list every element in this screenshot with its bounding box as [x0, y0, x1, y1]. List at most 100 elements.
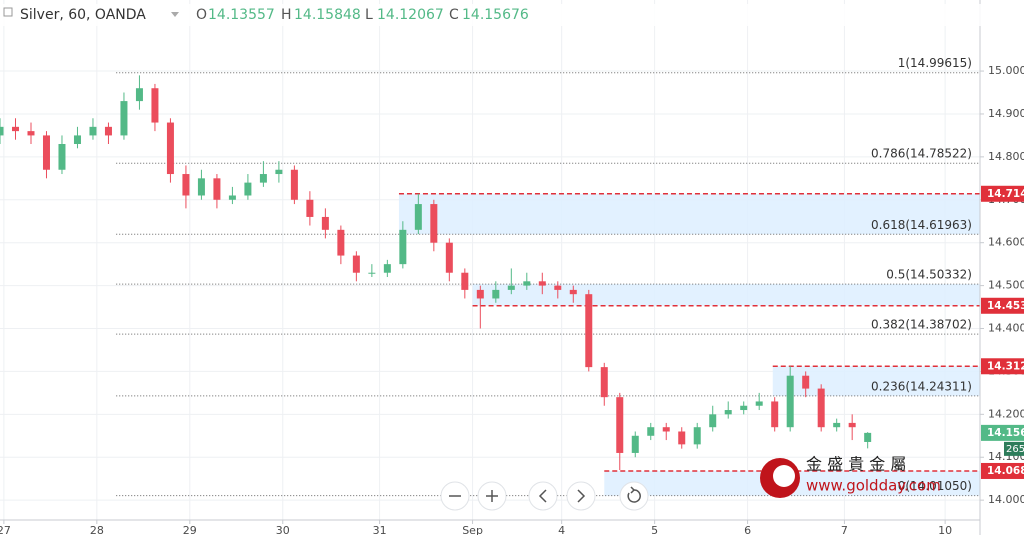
- level-badge-label: 14.453: [987, 300, 1024, 312]
- candle-body: [228, 195, 236, 200]
- x-tick-label: 29: [183, 524, 197, 535]
- y-tick-label: 14.600: [988, 236, 1024, 249]
- candle-body: [182, 174, 190, 196]
- candle-body: [538, 281, 546, 286]
- ohlc-value: 14.15848: [294, 7, 361, 23]
- candle-body: [120, 101, 128, 136]
- x-tick-label: Sep: [462, 524, 483, 535]
- watermark-url: www.goldday.com: [806, 477, 941, 495]
- watermark: 金 盛 貴 金 屬 www.goldday.com: [760, 455, 941, 498]
- level-badge: [981, 462, 1024, 479]
- ohlc-key: H: [281, 7, 292, 23]
- candle-body: [414, 204, 422, 230]
- logo-inner: [773, 465, 795, 487]
- zoom-in-button[interactable]: [477, 481, 507, 511]
- watermark-name: 金 盛 貴 金 屬: [806, 455, 906, 474]
- candle-body: [833, 422, 841, 428]
- candle-body: [321, 216, 329, 230]
- y-tick-label: 14.200: [988, 407, 1024, 420]
- candle-body: [259, 174, 267, 183]
- candle-body: [786, 375, 794, 428]
- ohlc-key: O: [196, 7, 207, 23]
- candle-body: [58, 144, 66, 170]
- candle-body: [740, 405, 748, 411]
- reset-button[interactable]: [619, 481, 649, 511]
- candle-body: [290, 169, 298, 200]
- fib-label: 0.618(14.61963): [871, 218, 972, 232]
- fib-levels: 1(14.99615) 0.786(14.78522) 0.618(14.61963…: [116, 56, 980, 497]
- ohlc-key: L: [365, 7, 373, 23]
- candle-body: [275, 169, 283, 175]
- level-badge-label: 14.312: [987, 360, 1024, 372]
- y-tick-label: 14.900: [988, 107, 1024, 120]
- candle-body: [724, 410, 732, 415]
- zone: [398, 193, 981, 235]
- candle-body: [27, 131, 35, 136]
- x-tick-label: 31: [373, 524, 387, 535]
- x-tick-label: 10: [938, 524, 952, 535]
- candle-body: [817, 388, 825, 428]
- candle-body: [709, 414, 717, 428]
- candle-body: [662, 427, 670, 432]
- candle-body: [554, 285, 562, 290]
- x-tick-label: 28: [90, 524, 104, 535]
- symbol: Silver, 60, OANDA: [20, 7, 146, 23]
- collapse-icon[interactable]: [3, 7, 13, 17]
- candle-body: [476, 289, 484, 299]
- candle-body: [848, 422, 856, 428]
- toolbar: [440, 481, 649, 511]
- x-tick-label: 30: [276, 524, 290, 535]
- candle-body: [213, 178, 221, 200]
- x-tick-label: 6: [744, 524, 751, 535]
- candle-body: [693, 427, 701, 445]
- candle-body: [585, 294, 593, 368]
- candle-body: [492, 289, 500, 299]
- ohlc-value: 14.12067: [377, 7, 444, 23]
- zoom-out-button[interactable]: [440, 481, 470, 511]
- scroll-right-button[interactable]: [566, 481, 596, 511]
- candle-body: [647, 427, 655, 436]
- candle-body: [104, 126, 112, 136]
- x-tick-label: 4: [558, 524, 565, 535]
- ohlc-value: 14.13557: [208, 7, 275, 23]
- fib-label: 0(14.01050): [898, 479, 972, 493]
- candle-body: [244, 182, 252, 196]
- level-badge: [981, 358, 1024, 375]
- candle-body: [616, 397, 624, 453]
- candle-body: [864, 432, 872, 442]
- candle-body: [166, 122, 174, 175]
- last-price-badge: [981, 424, 1024, 441]
- candle-body: [430, 204, 438, 243]
- candle-body: [399, 229, 407, 265]
- candle-body: [445, 242, 453, 273]
- candle-body: [461, 272, 469, 290]
- price-badges: 14.714 14.453 14.312 14.068 14.15676 265: [981, 185, 1024, 479]
- candle-body: [352, 255, 360, 273]
- x-tick-label: 5: [651, 524, 658, 535]
- candle-body: [89, 126, 97, 136]
- grid: [0, 0, 980, 520]
- candle-body: [135, 88, 143, 102]
- level-badge-label: 14.068: [987, 465, 1024, 477]
- y-tick-label: 14.800: [988, 150, 1024, 163]
- last-price-label: 14.15676: [987, 427, 1024, 439]
- y-tick-label: 14.400: [988, 322, 1024, 335]
- scroll-left-button[interactable]: [528, 481, 558, 511]
- candle-body: [678, 431, 686, 445]
- dropdown[interactable]: [171, 12, 179, 17]
- candle-body: [151, 88, 159, 123]
- ohlc-key: C: [449, 7, 459, 23]
- candle-body: [631, 435, 639, 453]
- countdown-badge: [1004, 441, 1024, 456]
- ohlc-value: 14.15676: [462, 7, 529, 23]
- y-tick-label: 14.500: [988, 279, 1024, 292]
- candle-body: [197, 178, 205, 196]
- candle-body: [771, 401, 779, 428]
- level-badge-label: 14.714: [987, 188, 1024, 200]
- candle-body: [42, 135, 50, 170]
- fib-label: 0.236(14.24311): [871, 379, 972, 393]
- candle-body: [337, 229, 345, 256]
